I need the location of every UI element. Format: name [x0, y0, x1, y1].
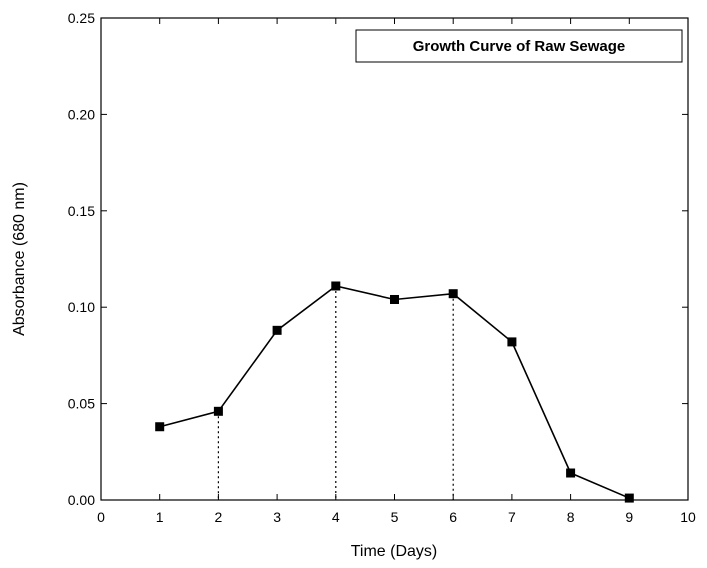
x-tick-label: 8: [567, 509, 575, 525]
x-tick-label: 10: [680, 509, 696, 525]
y-axis-label: Absorbance (680 nm): [11, 182, 28, 336]
data-point: [448, 289, 458, 299]
y-tick-label: 0.25: [68, 10, 95, 26]
x-tick-label: 3: [273, 509, 281, 525]
x-ticks: 0 1 2 3 4 5 6 7 8 9 10: [97, 18, 696, 525]
y-tick-label: 0.00: [68, 492, 95, 508]
chart-title: Growth Curve of Raw Sewage: [413, 38, 626, 55]
series-line: [159, 285, 630, 499]
x-axis-label: Time (Days): [351, 543, 438, 560]
data-point: [566, 468, 576, 478]
title-box: Growth Curve of Raw Sewage: [355, 29, 683, 63]
y-tick-label: 0.20: [68, 106, 95, 122]
x-tick-label: 7: [508, 509, 516, 525]
data-point: [507, 337, 517, 347]
x-tick-label: 0: [97, 509, 105, 525]
x-tick-label: 5: [391, 509, 399, 525]
dotted-reference-lines: [217, 285, 454, 500]
data-point: [390, 294, 399, 304]
x-tick-label: 1: [156, 509, 164, 525]
data-point: [624, 493, 634, 503]
data-point: [213, 406, 223, 416]
series-markers: [155, 281, 634, 503]
x-tick-label: 6: [449, 509, 457, 525]
y-tick-label: 0.15: [68, 203, 95, 219]
y-tick-label: 0.10: [68, 299, 95, 315]
x-tick-label: 9: [625, 509, 633, 525]
y-ticks: 0.00 0.05 0.10 0.15 0.20 0.25: [68, 10, 688, 508]
data-point: [272, 325, 282, 335]
plot-frame: [100, 17, 689, 501]
series-line-group: [159, 285, 630, 499]
x-tick-label: 2: [215, 509, 223, 525]
data-point: [155, 422, 165, 432]
data-point: [331, 281, 341, 291]
x-tick-label: 4: [332, 509, 340, 525]
y-tick-label: 0.05: [68, 396, 95, 412]
